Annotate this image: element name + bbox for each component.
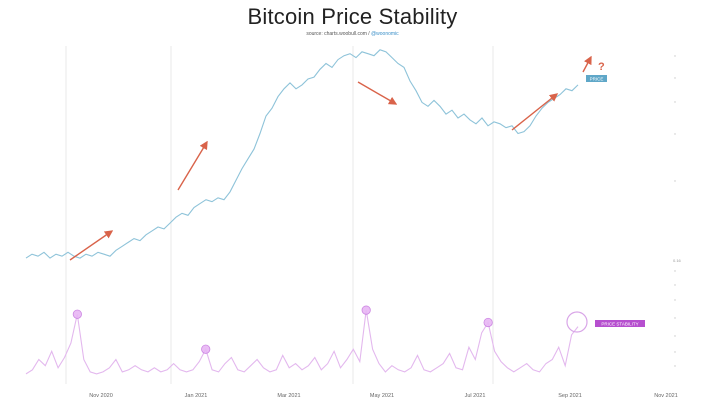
trend-arrow-3 [511, 93, 559, 131]
x-tick-label: Nov 2021 [654, 393, 678, 399]
x-tick-label: Jan 2021 [185, 393, 208, 399]
right-axis: 0.16 [673, 55, 682, 367]
x-tick-label: Sep 2021 [558, 393, 582, 399]
right-tick-dot-5 [674, 270, 676, 272]
price-label-text: PRICE [590, 77, 604, 82]
trend-arrow-2 [357, 81, 398, 105]
x-tick-label: Mar 2021 [277, 393, 300, 399]
trend-arrow-1 [177, 140, 208, 191]
right-tick-dot-7 [674, 299, 676, 301]
right-tick-dot-3 [674, 133, 676, 135]
x-tick-label: May 2021 [370, 393, 394, 399]
right-tick-label: 0.16 [673, 258, 682, 263]
spike-marker-3 [483, 317, 493, 328]
right-tick-dot-2 [674, 101, 676, 103]
spike-marker-2 [361, 305, 371, 315]
price-series [25, 49, 579, 259]
right-tick-dot-10 [674, 351, 676, 353]
right-tick-dot-0 [674, 55, 676, 57]
stability-label-bg [595, 320, 645, 327]
chart-title: Bitcoin Price Stability [247, 4, 458, 29]
trend-arrows: ? [69, 55, 605, 261]
x-axis: Nov 2020 Jan 2021 Mar 2021 May 2021 Jul 2021… [89, 393, 678, 399]
stability-series [25, 310, 579, 375]
source-handle-link[interactable]: @woonomic [371, 31, 399, 37]
latest-marker-circle [566, 311, 588, 333]
stability-label-text: PRICE STABILITY [601, 322, 638, 327]
chart-source: source: charts.woobull.com / @woonomic [0, 31, 705, 37]
spike-marker-0 [72, 309, 82, 319]
question-mark: ? [598, 61, 605, 73]
trend-arrow-4 [582, 55, 592, 73]
price-line [25, 49, 579, 259]
right-tick-dot-6 [674, 284, 676, 286]
stability-line [25, 310, 579, 375]
series-labels: PRICE PRICE STABILITY [586, 75, 645, 327]
spike-marker-1 [201, 344, 211, 354]
trend-arrow-0 [69, 230, 114, 261]
right-tick-dot-8 [674, 317, 676, 319]
source-text: source: charts.woobull.com / [306, 31, 370, 37]
spike-markers [72, 305, 588, 354]
vertical-gridlines [65, 46, 494, 384]
x-tick-label: Nov 2020 [89, 393, 113, 399]
right-tick-dot-11 [674, 365, 676, 367]
right-tick-dot-9 [674, 335, 676, 337]
x-tick-label: Jul 2021 [465, 393, 486, 399]
right-tick-dot-4 [674, 180, 676, 182]
price-label-bg [586, 75, 607, 82]
right-tick-dot-1 [674, 77, 676, 79]
